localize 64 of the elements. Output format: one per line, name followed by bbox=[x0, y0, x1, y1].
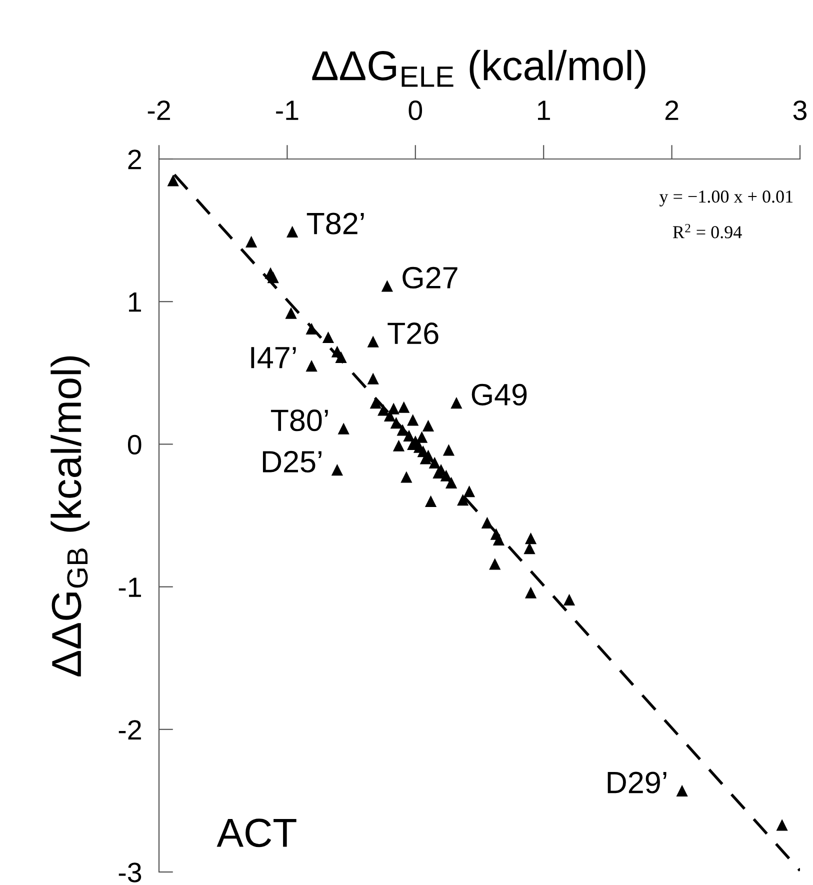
x-tick-label: -1 bbox=[276, 100, 298, 120]
y-tick-label: -3 bbox=[118, 862, 142, 882]
x-tick-label: 2 bbox=[665, 100, 678, 120]
point bbox=[400, 471, 412, 483]
annotation: D25’ bbox=[262, 450, 322, 473]
y-tick-label: -1 bbox=[118, 578, 141, 597]
point bbox=[306, 360, 318, 372]
point bbox=[381, 280, 394, 292]
y-tick-label: -2 bbox=[118, 720, 141, 740]
point bbox=[450, 397, 462, 409]
annotation: y = −1.00 x + 0.01 bbox=[659, 190, 793, 206]
point bbox=[524, 532, 537, 544]
x-tick-label: 0 bbox=[408, 100, 422, 120]
point bbox=[440, 470, 452, 482]
point bbox=[442, 444, 455, 456]
point bbox=[428, 456, 440, 469]
y-tick-label: 0 bbox=[128, 434, 142, 455]
x-tick-label: 3 bbox=[793, 100, 807, 120]
annotation: G49 bbox=[472, 384, 527, 406]
point bbox=[322, 331, 334, 344]
y-tick-label: 2 bbox=[128, 150, 141, 170]
point bbox=[563, 594, 576, 606]
point bbox=[398, 401, 410, 413]
annotation: T80’ bbox=[270, 410, 328, 432]
point bbox=[524, 586, 537, 598]
point bbox=[331, 464, 344, 476]
point bbox=[481, 516, 493, 528]
annotation: T82’ bbox=[306, 212, 364, 234]
point bbox=[390, 417, 402, 429]
annotation: D29’ bbox=[608, 772, 666, 794]
point bbox=[416, 431, 428, 443]
point bbox=[676, 784, 688, 797]
point bbox=[285, 307, 297, 319]
point bbox=[463, 485, 476, 498]
point bbox=[457, 494, 469, 506]
annotation: I47’ bbox=[251, 347, 296, 368]
point bbox=[286, 226, 298, 238]
y-tick-label: 1 bbox=[129, 292, 141, 312]
point bbox=[167, 174, 179, 186]
point bbox=[370, 397, 382, 409]
x-tick-label: -2 bbox=[148, 100, 170, 120]
point bbox=[384, 410, 396, 422]
point bbox=[367, 336, 379, 348]
point bbox=[424, 495, 437, 508]
x-tick-label: 1 bbox=[538, 100, 550, 120]
point bbox=[338, 422, 350, 434]
annotation: G27 bbox=[402, 266, 458, 289]
point bbox=[776, 819, 788, 831]
point bbox=[335, 351, 347, 364]
annotation: ACT bbox=[216, 818, 296, 848]
y-axis-title: ΔΔG$_{GB}$ (kcal/mol) bbox=[50, 356, 90, 676]
point bbox=[422, 420, 434, 432]
point bbox=[245, 236, 258, 248]
point bbox=[392, 440, 405, 452]
point bbox=[306, 322, 318, 335]
point bbox=[367, 372, 379, 384]
point bbox=[407, 414, 419, 426]
point bbox=[445, 476, 458, 489]
x-axis-title: ΔΔG$_{ELE}$ (kcal/mol) bbox=[312, 50, 646, 89]
point bbox=[489, 558, 501, 570]
point bbox=[267, 272, 279, 284]
annotation: T26 bbox=[388, 322, 438, 344]
annotation: R$^{2}$ = 0.94 bbox=[672, 224, 742, 238]
point bbox=[378, 404, 390, 416]
